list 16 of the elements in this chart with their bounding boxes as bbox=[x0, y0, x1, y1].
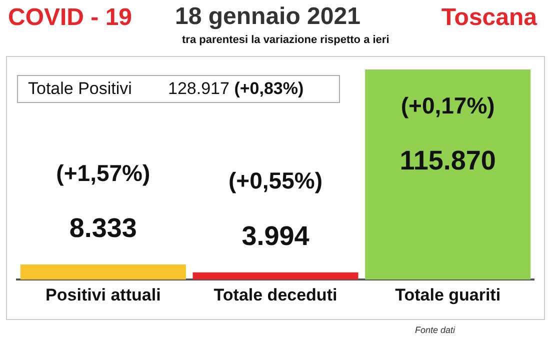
chart-subtitle: tra parentesi la variazione rispetto a ieri bbox=[182, 34, 390, 46]
x-tick-label: Totale guariti bbox=[395, 285, 501, 304]
x-tick-label: Totale deceduti bbox=[214, 285, 338, 304]
annotation: (+1,57%) bbox=[56, 160, 150, 186]
annotation: (+0,17%) bbox=[400, 92, 495, 118]
annotation: 128.917 (+0,83%) bbox=[168, 79, 304, 99]
source-note: Fonte dati bbox=[415, 325, 456, 335]
annotation: Totale Positivi bbox=[28, 79, 133, 99]
x-tick-label: Positivi attuali bbox=[46, 285, 161, 304]
annotation: (+0,55%) bbox=[228, 168, 322, 194]
data-label: 8.333 bbox=[69, 212, 137, 243]
chart-title: 18 gennaio 2021 bbox=[175, 3, 360, 31]
text: Toscana bbox=[441, 4, 537, 32]
data-label: 115.870 bbox=[400, 145, 496, 176]
text: COVID - 19 bbox=[8, 4, 132, 32]
data-label: 3.994 bbox=[242, 220, 310, 251]
